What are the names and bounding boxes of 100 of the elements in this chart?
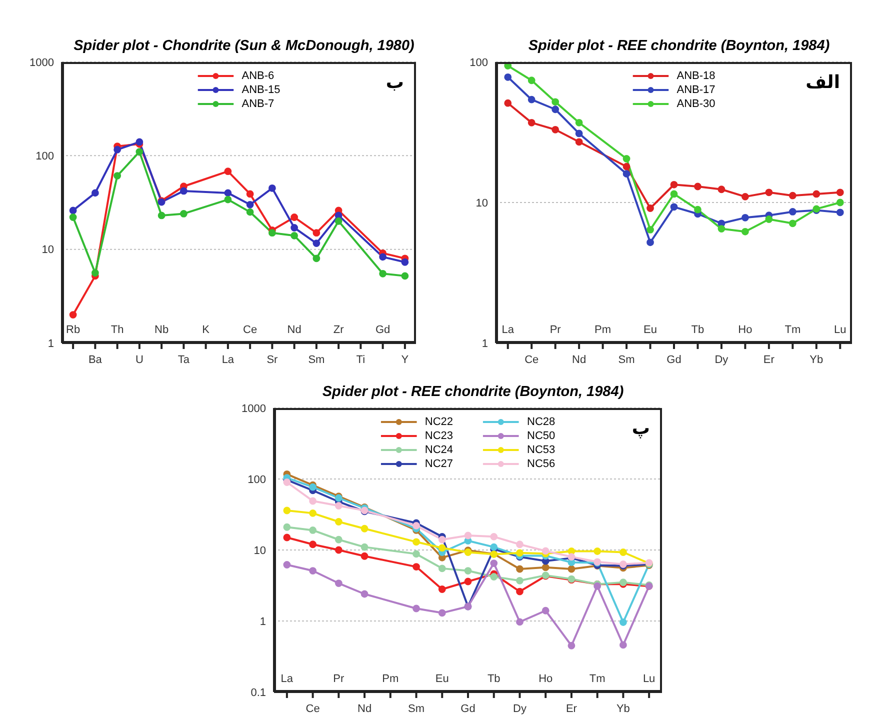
point	[542, 547, 550, 555]
x-tick-label: Gd	[375, 324, 390, 336]
y-tick-label: 1	[482, 338, 488, 350]
point	[224, 196, 232, 204]
x-tick-label: Pm	[594, 324, 612, 336]
point	[670, 190, 678, 198]
x-tick-label: Gd	[666, 354, 682, 366]
x-tick-label: Gd	[460, 703, 476, 715]
point	[401, 272, 409, 280]
legend-label: ANB-15	[242, 84, 280, 96]
point	[836, 188, 844, 196]
point	[464, 532, 472, 540]
x-tick-label: Ta	[178, 354, 190, 366]
point	[309, 526, 316, 534]
x-tick-label: Th	[110, 324, 124, 336]
point	[622, 170, 630, 178]
point	[646, 204, 654, 212]
x-tick-label: Yb	[616, 703, 630, 715]
point	[114, 172, 122, 180]
x-tick-label: Zr	[333, 324, 344, 336]
point	[438, 609, 446, 617]
point	[283, 506, 291, 514]
point	[360, 524, 368, 532]
legend-label: ANB-7	[242, 98, 274, 110]
point	[594, 548, 602, 555]
x-tick-label: Tm	[784, 324, 801, 336]
x-tick-label: Nd	[572, 354, 586, 366]
x-tick-label: Ti	[356, 354, 366, 366]
legend-label: NC27	[424, 458, 453, 470]
point	[290, 224, 298, 232]
legend-label: ANB-18	[676, 70, 716, 82]
point	[490, 532, 498, 540]
legend-label: NC50	[527, 430, 556, 442]
legend-label: NC56	[527, 458, 556, 470]
x-tick-label: La	[222, 354, 235, 366]
point	[401, 258, 409, 266]
x-tick-label: Dy	[513, 703, 527, 715]
point	[309, 567, 316, 574]
point	[158, 212, 166, 220]
point	[552, 98, 560, 106]
point	[438, 544, 446, 552]
point	[334, 518, 342, 526]
y-tick-label: 100	[36, 150, 54, 163]
x-tick-label: U	[135, 354, 144, 366]
x-tick-label: Nd	[358, 703, 372, 715]
point	[670, 203, 678, 211]
point	[114, 146, 122, 154]
point	[91, 269, 99, 277]
point	[542, 564, 550, 572]
point	[69, 311, 77, 319]
point	[575, 118, 583, 126]
point	[528, 118, 536, 126]
x-tick-label: La	[502, 324, 515, 336]
point	[575, 130, 583, 138]
point	[718, 225, 726, 232]
point	[412, 522, 420, 530]
annotation: ب	[386, 72, 404, 93]
point	[742, 228, 749, 236]
point	[622, 162, 630, 170]
x-tick-label: Rb	[66, 324, 80, 336]
point	[528, 76, 536, 84]
y-tick-label: 10	[42, 244, 54, 256]
chart-title: Spider plot - REE chondrite (Boynton, 1984)	[527, 37, 831, 56]
point	[516, 549, 524, 557]
point	[516, 618, 524, 626]
annotation: الف	[806, 72, 840, 93]
point	[788, 208, 796, 216]
point	[246, 208, 254, 216]
y-tick-label: 10	[476, 197, 488, 210]
point	[622, 155, 630, 162]
point	[464, 578, 472, 586]
point	[360, 552, 368, 560]
point	[552, 106, 560, 114]
legend-label: NC23	[424, 430, 453, 442]
x-tick-label: K	[202, 324, 210, 336]
point	[516, 540, 524, 548]
x-tick-label: Lu	[642, 673, 656, 685]
point	[283, 523, 291, 531]
x-tick-label: Eu	[644, 324, 657, 336]
x-tick-label: Sr	[266, 354, 278, 366]
point	[788, 192, 796, 200]
point	[379, 253, 387, 261]
point	[464, 567, 472, 574]
point	[69, 206, 77, 214]
point	[516, 565, 524, 573]
y-tick-label: 100	[470, 56, 488, 69]
x-tick-label: Pm	[382, 673, 399, 685]
point	[312, 254, 320, 262]
legend-label: NC28	[527, 416, 556, 428]
chart-title: Spider plot - REE chondrite (Boynton, 1984)	[321, 383, 625, 402]
point	[268, 184, 276, 192]
point	[670, 180, 678, 188]
point	[575, 138, 583, 146]
y-tick-label: 0.1	[250, 686, 266, 699]
point	[91, 189, 99, 197]
point	[552, 126, 560, 134]
x-tick-label: Nd	[287, 324, 302, 336]
x-tick-label: Pr	[550, 324, 562, 336]
point	[694, 206, 702, 214]
x-tick-label: Dy	[714, 354, 729, 366]
